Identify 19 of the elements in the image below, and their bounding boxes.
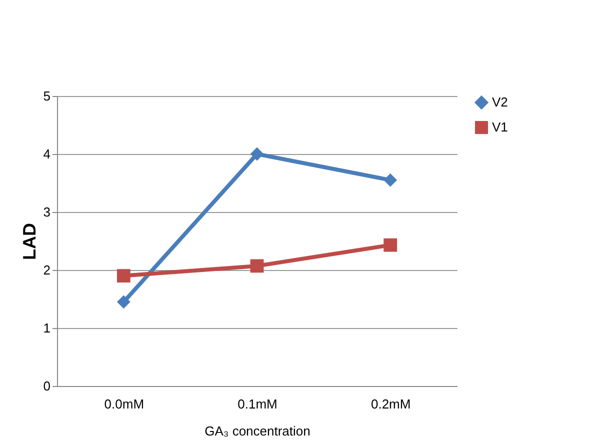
point	[116, 269, 130, 283]
x-tick-label: 0.1mM	[238, 396, 278, 412]
point	[250, 259, 264, 273]
y-tick-label: 3	[43, 204, 50, 220]
y-tick-label: 0	[43, 378, 50, 394]
x-axis-title: GA₃ concentration	[204, 424, 310, 438]
point	[250, 147, 264, 161]
y-tick-label: 1	[43, 320, 50, 336]
y-tick-label: 2	[43, 262, 50, 278]
y-tick-label: 4	[43, 146, 50, 162]
x-tick-label: 0.2mM	[370, 396, 411, 412]
x-tick-label: 0.0mM	[104, 396, 144, 412]
y-axis-title: LAD	[19, 223, 40, 260]
y-tick-label: 5	[43, 88, 50, 104]
legend-label: V1	[492, 120, 508, 134]
point	[384, 173, 398, 187]
point	[116, 295, 130, 309]
point	[384, 238, 398, 252]
legend-label: V2	[492, 94, 508, 110]
